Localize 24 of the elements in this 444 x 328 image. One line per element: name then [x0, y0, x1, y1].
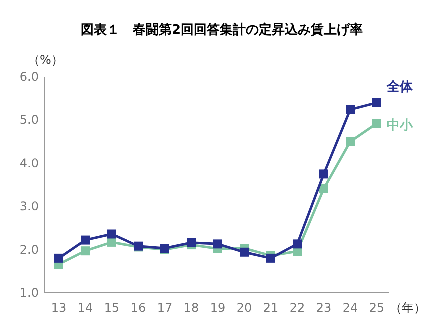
- x-tick-label: 14: [78, 301, 94, 315]
- x-tick-label: 21: [263, 301, 279, 315]
- x-tick-label: 16: [130, 301, 146, 315]
- y-tick-label: 3.0: [20, 200, 39, 214]
- x-tick-label: 22: [290, 301, 306, 315]
- x-tick-label: 24: [342, 301, 358, 315]
- x-tick-label: 15: [104, 301, 120, 315]
- y-axis-title: （%）: [28, 53, 64, 67]
- x-tick-label: 13: [51, 301, 67, 315]
- y-tick-label: 1.0: [20, 286, 39, 300]
- x-tick-label: 19: [210, 301, 226, 315]
- x-tick-label: 20: [236, 301, 252, 315]
- x-tick-label: 25: [369, 301, 385, 315]
- y-tick-label: 2.0: [20, 242, 39, 257]
- series-label: 全体: [386, 80, 414, 95]
- chart-title: 図表１ 春闘第2回回答集計の定昇込み賃上げ率: [80, 22, 364, 38]
- x-tick-label: 23: [316, 301, 332, 315]
- y-tick-label: 5.0: [20, 113, 39, 128]
- y-tick-label: 6.0: [20, 70, 39, 84]
- y-tick-label: 4.0: [20, 156, 39, 170]
- x-tick-label: 18: [184, 301, 200, 315]
- series-label: 中小: [387, 118, 414, 134]
- x-axis-title: （年）: [390, 301, 426, 315]
- x-tick-label: 17: [157, 301, 173, 315]
